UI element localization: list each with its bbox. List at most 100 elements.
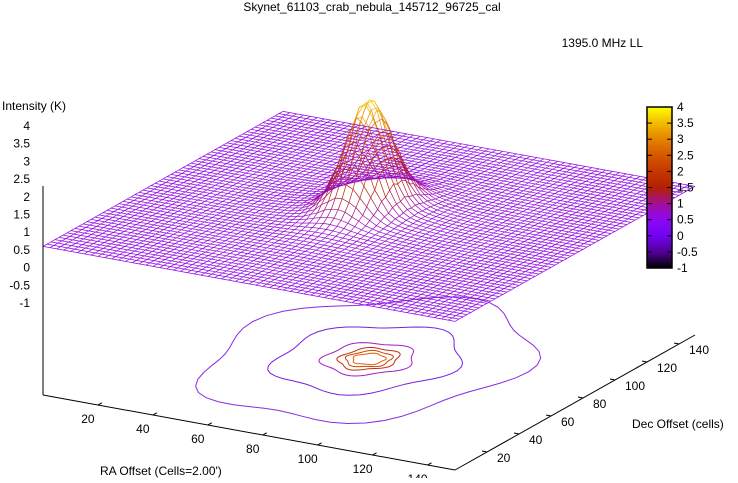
mesh-segment	[395, 216, 399, 219]
mesh-segment	[321, 169, 325, 171]
mesh-segment	[328, 150, 332, 152]
mesh-segment	[120, 234, 127, 235]
mesh-segment	[356, 198, 360, 208]
mesh-segment	[399, 213, 403, 216]
mesh-segment	[206, 158, 210, 160]
mesh-segment	[507, 182, 511, 184]
mesh-segment	[217, 266, 224, 267]
mesh-segment	[334, 157, 338, 159]
mesh-segment	[452, 265, 456, 267]
mesh-segment	[425, 275, 429, 277]
mesh-segment	[331, 260, 335, 262]
mesh-segment	[442, 223, 446, 225]
mesh-segment	[569, 230, 573, 232]
mesh-segment	[80, 241, 87, 242]
mesh-segment	[428, 296, 435, 297]
mesh-segment	[345, 247, 349, 250]
mesh-segment	[298, 142, 302, 144]
mesh-segment	[415, 251, 422, 252]
mesh-segment	[278, 222, 282, 225]
mesh-segment	[516, 280, 520, 282]
mesh-segment	[327, 263, 331, 265]
mesh-segment	[150, 225, 154, 227]
mesh-segment	[426, 269, 430, 271]
mesh-segment	[264, 257, 268, 259]
mesh-segment	[456, 263, 460, 265]
mesh-segment	[418, 211, 422, 213]
mesh-segment	[509, 243, 513, 245]
mesh-segment	[221, 169, 225, 171]
mesh-segment	[565, 211, 569, 213]
mesh-segment	[383, 267, 387, 269]
mesh-segment	[471, 238, 475, 240]
mesh-segment	[407, 256, 414, 257]
mesh-segment	[582, 181, 586, 183]
mesh-segment	[564, 202, 568, 204]
mesh-segment	[317, 266, 324, 267]
mesh-segment	[608, 192, 612, 194]
mesh-segment	[145, 197, 149, 199]
mesh-segment	[211, 150, 215, 152]
mesh-segment	[104, 243, 111, 244]
mesh-segment	[408, 307, 415, 308]
mesh-segment	[413, 284, 420, 285]
mesh-segment	[580, 172, 584, 174]
mesh-segment	[108, 225, 115, 226]
mesh-segment	[297, 256, 304, 257]
mesh-segment	[377, 266, 381, 268]
mesh-segment	[230, 236, 234, 238]
mesh-segment	[479, 306, 483, 308]
mesh-segment	[636, 176, 640, 178]
mesh-segment	[441, 172, 445, 174]
mesh-segment	[187, 163, 191, 165]
mesh-segment	[92, 232, 96, 234]
mesh-segment	[556, 242, 560, 244]
mesh-segment	[622, 174, 626, 176]
mesh-segment	[397, 231, 401, 234]
mesh-segment	[588, 224, 592, 226]
mesh-segment	[185, 225, 189, 227]
mesh-segment	[587, 245, 591, 247]
mesh-segment	[206, 193, 210, 195]
mesh-segment	[596, 199, 600, 201]
mesh-segment	[285, 225, 292, 226]
mesh-segment	[80, 239, 84, 241]
mesh-segment	[458, 289, 465, 290]
mesh-segment	[592, 237, 596, 239]
mesh-segment	[263, 141, 267, 143]
mesh-segment	[421, 279, 428, 280]
mesh-segment	[167, 269, 174, 270]
mesh-segment	[376, 253, 383, 254]
mesh-segment	[378, 237, 382, 240]
mesh-segment	[64, 250, 71, 251]
mesh-segment	[387, 267, 394, 268]
mesh-segment	[188, 216, 195, 217]
mesh-segment	[345, 284, 349, 286]
mesh-segment	[255, 146, 259, 148]
mesh-segment	[432, 276, 436, 278]
mesh-segment	[129, 244, 136, 245]
mesh-segment	[514, 163, 518, 165]
mesh-segment	[549, 256, 553, 258]
mesh-segment	[448, 174, 452, 176]
mesh-segment	[137, 217, 141, 219]
mesh-segment	[612, 175, 616, 177]
mesh-segment	[542, 204, 546, 206]
mesh-segment	[303, 279, 310, 280]
mesh-segment	[503, 292, 507, 294]
mesh-segment	[444, 272, 451, 273]
mesh-segment	[293, 165, 297, 167]
mesh-segment	[523, 209, 527, 211]
mesh-segment	[335, 136, 339, 138]
mesh-segment	[572, 248, 576, 250]
mesh-segment	[263, 211, 267, 213]
mesh-segment	[436, 161, 440, 163]
mesh-segment	[568, 200, 572, 202]
mesh-segment	[347, 288, 351, 290]
mesh-segment	[538, 206, 542, 208]
mesh-segment	[417, 259, 421, 261]
mesh-segment	[188, 265, 192, 267]
mesh-segment	[104, 240, 108, 242]
mesh-segment	[278, 117, 282, 119]
mesh-segment	[57, 249, 64, 250]
